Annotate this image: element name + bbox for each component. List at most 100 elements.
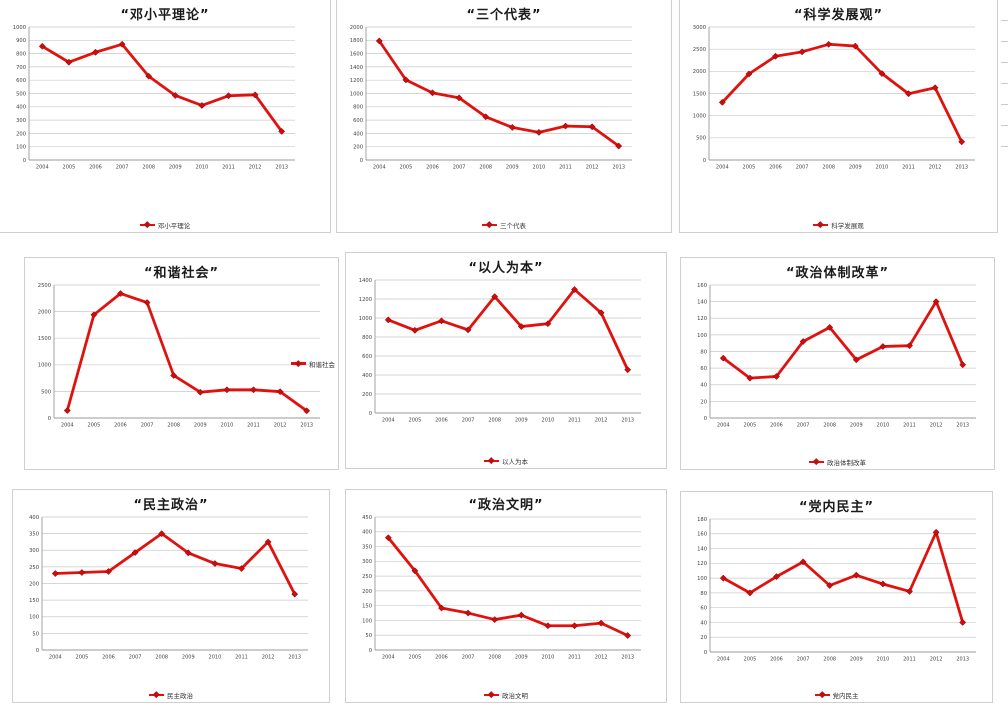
line-chart-democratic-politics: 0 50 100 150 200 250 300 350 400 2004 2005 2006 2007… [29, 515, 308, 661]
x-tick-label: 2009 [506, 165, 519, 171]
data-point-marker [464, 326, 472, 334]
y-tick-label: 0 [48, 416, 51, 422]
x-tick-label: 2006 [89, 165, 102, 171]
y-tick-label: 60 [700, 606, 707, 612]
data-point-marker [798, 48, 806, 56]
chart-legend: 科学发展观 [680, 220, 997, 230]
chart-panel-harmonious-society: “和谐社会” 0 500 1000 1500 2000 2500 2004 2005 2006 2… [24, 257, 339, 470]
data-point-marker [170, 371, 178, 379]
x-tick-label: 2013 [275, 165, 288, 171]
y-tick-label: 100 [362, 618, 372, 624]
y-tick-label: 80 [700, 591, 707, 597]
data-point-marker [931, 84, 939, 92]
y-tick-label: 1600 [350, 52, 363, 58]
x-tick-label: 2009 [515, 655, 528, 661]
data-point-marker [491, 616, 499, 624]
data-point-marker [402, 76, 410, 84]
chart-panel-people-oriented: “以人为本” 0 200 400 600 800 1000 1200 1400 2004 2005… [345, 252, 667, 469]
y-tick-label: 1200 [350, 78, 363, 84]
x-tick-label: 2012 [595, 418, 608, 424]
legend-label: 三个代表 [500, 222, 526, 230]
data-point-marker [959, 361, 967, 369]
chart-title: “以人为本” [468, 261, 544, 276]
legend-label: 党内民主 [832, 692, 859, 700]
x-tick-label: 2005 [88, 423, 101, 429]
y-tick-label: 20 [700, 635, 707, 641]
y-tick-label: 300 [362, 559, 372, 565]
y-tick-label: 600 [362, 354, 372, 360]
chart-legend: 和谐社会 [291, 359, 335, 369]
data-point-marker [196, 388, 204, 396]
x-tick-label: 2006 [435, 655, 448, 661]
data-point-marker [438, 317, 445, 325]
chart-title: “和谐社会” [143, 266, 220, 281]
x-tick-label: 2005 [63, 165, 76, 171]
data-point-marker [773, 372, 780, 380]
chart-panel-intraparty-democracy: “党内民主” 0 20 40 60 80 100 120 140 160 180 2004 2005 2… [680, 491, 993, 703]
data-point-marker [78, 569, 86, 576]
x-tick-label: 2012 [586, 165, 599, 171]
x-tick-label: 2009 [850, 657, 863, 663]
x-tick-label: 2011 [559, 165, 572, 171]
x-tick-label: 2009 [515, 418, 528, 424]
data-point-marker [158, 530, 166, 538]
x-tick-label: 2006 [770, 423, 783, 429]
y-tick-label: 40 [700, 620, 707, 626]
data-point-marker [719, 354, 727, 362]
y-tick-label: 1000 [350, 91, 363, 97]
x-tick-label: 2010 [877, 423, 890, 429]
data-point-marker [105, 568, 112, 575]
x-tick-label: 2011 [568, 418, 581, 424]
data-point-marker [508, 123, 516, 131]
y-tick-label: 200 [29, 581, 39, 587]
y-tick-label: 800 [362, 335, 372, 341]
data-point-marker [145, 72, 153, 80]
y-tick-label: 1000 [693, 114, 706, 120]
line-chart-harmonious-society: 0 500 1000 1500 2000 2500 2004 2005 2006 2007 2008… [38, 283, 320, 429]
data-point-marker [852, 356, 860, 364]
x-tick-label: 2011 [222, 165, 235, 171]
data-point-marker [92, 48, 99, 56]
x-tick-label: 2008 [488, 655, 501, 661]
y-tick-label: 800 [16, 52, 26, 58]
chart-panel-three-represents: “三个代表” 0 200 400 600 800 1000 1200 1400 1600 1800… [336, 0, 672, 233]
x-tick-label: 2009 [182, 655, 195, 661]
data-point-marker [184, 549, 192, 557]
y-tick-label: 140 [697, 300, 707, 306]
y-tick-label: 2000 [38, 310, 51, 316]
data-point-marker [411, 326, 419, 334]
y-tick-label: 50 [365, 633, 372, 639]
y-tick-label: 3000 [693, 25, 706, 31]
x-tick-label: 2005 [409, 418, 422, 424]
y-tick-label: 1400 [359, 278, 372, 284]
legend-line-marker-icon [149, 693, 164, 697]
y-tick-label: 700 [16, 65, 26, 71]
chart-title: “邓小平理论” [120, 8, 210, 23]
y-tick-label: 80 [700, 349, 707, 355]
x-tick-label: 2010 [877, 657, 890, 663]
x-tick-label: 2012 [930, 423, 943, 429]
line-chart-intraparty-democracy: 0 20 40 60 80 100 120 140 160 180 2004 2005 2006 2007… [697, 517, 976, 663]
legend-label: 科学发展观 [831, 222, 864, 230]
line-chart-dengxiaoping-theory: 0 100 200 300 400 500 600 700 800 900 1000 2004 2005… [13, 25, 295, 171]
x-tick-label: 2007 [453, 165, 466, 171]
y-tick-label: 200 [353, 145, 363, 151]
data-point-marker [251, 91, 259, 99]
x-tick-label: 2009 [169, 165, 182, 171]
y-tick-label: 160 [697, 283, 707, 289]
y-tick-label: 0 [23, 158, 26, 164]
data-point-marker [772, 52, 779, 60]
series-line [720, 42, 964, 144]
line-chart-three-represents: 0 200 400 600 800 1000 1200 1400 1600 1800 2000 200… [350, 25, 632, 171]
data-point-marker [571, 286, 578, 293]
chart-panel-political-system-reform: “政治体制改革” 0 20 40 60 80 100 120 140 160 2004 2005 20… [680, 257, 995, 470]
x-tick-label: 2007 [141, 423, 154, 429]
data-point-marker [438, 604, 445, 612]
data-point-marker [906, 587, 913, 595]
line-chart-scientific-outlook-on-development: 0 500 1000 1500 2000 2500 3000 2004 2005 2006 2007… [693, 25, 975, 171]
y-tick-label: 1000 [359, 316, 372, 322]
series-line [377, 39, 621, 148]
data-point-marker [238, 565, 245, 572]
data-point-marker [597, 619, 605, 627]
chart-legend: 三个代表 [337, 220, 671, 230]
